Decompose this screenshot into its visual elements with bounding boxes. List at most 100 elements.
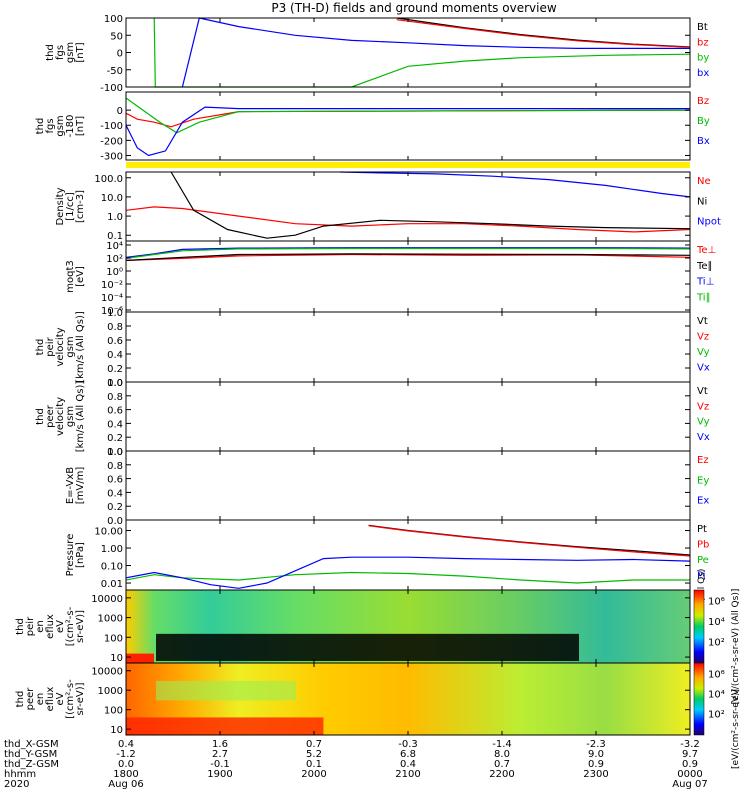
legend-Pe: Pe <box>697 555 709 566</box>
x-row-value: 0.4 <box>400 759 416 770</box>
y-axis-label: [1/cc] <box>65 192 76 221</box>
y-tick-label: -50 <box>107 66 123 77</box>
colorbar-tick: 10⁶ <box>708 669 725 680</box>
x-row-value: 0000 <box>677 769 702 780</box>
x-row-value: 1900 <box>207 769 232 780</box>
y-tick-label: 10000 <box>91 667 123 678</box>
y-tick-label: 1.0 <box>107 308 123 319</box>
x-row-value: 1800 <box>113 769 138 780</box>
y-tick-label: -200 <box>100 136 123 147</box>
colorbar-label: [eV/(cm²-s-sr-eV) (All Qs)] <box>731 589 741 705</box>
y-axis-label: thd <box>15 691 26 708</box>
y-tick-label: 10 <box>110 725 123 736</box>
x-row-value: -3.2 <box>680 739 700 750</box>
y-tick-label: 100 <box>104 633 123 644</box>
y-tick-label: 1.0 <box>107 447 123 458</box>
legend-Vz: Vz <box>697 401 709 412</box>
panel-frame <box>125 240 691 313</box>
y-axis-label: fgs <box>55 45 66 60</box>
x-row-value: 9.7 <box>682 749 698 760</box>
x-row-value: 2000 <box>301 769 326 780</box>
colorbar-label: [eV/(cm²-s-sr-eV)] <box>731 689 741 769</box>
y-tick-label: 10.0 <box>101 193 123 204</box>
low-count-region <box>156 633 579 661</box>
y-axis-label: [mV/m] <box>75 467 86 505</box>
y-axis-label: gsm <box>55 115 66 136</box>
panel-frame <box>125 450 691 521</box>
y-tick-label: 0.0 <box>107 447 123 458</box>
colorbar-bar <box>693 662 705 736</box>
y-tick-label: -100 <box>100 121 123 132</box>
series-by <box>153 17 691 88</box>
y-tick-label: 0.8 <box>107 322 123 333</box>
legend-Ti∥: Ti∥ <box>696 292 711 303</box>
y-axis-label: en <box>35 693 46 706</box>
series-bz <box>396 19 691 48</box>
y-axis-label: eflux <box>45 687 56 712</box>
y-tick-label: 1.00 <box>101 544 123 555</box>
colorbar-tick: 10² <box>708 637 725 648</box>
y-tick-label: 0.2 <box>107 502 123 513</box>
y-axis-label: gsm <box>65 406 76 427</box>
y-tick-label: 100 <box>104 706 123 717</box>
x-row-value: 2.7 <box>212 749 228 760</box>
y-tick-label: 10.00 <box>94 527 123 538</box>
y-tick-label: 0.8 <box>107 461 123 472</box>
colorbar-bar <box>693 589 705 664</box>
y-tick-label: 10 <box>110 653 123 664</box>
y-tick-label: 0.1 <box>107 231 123 242</box>
legend-bx: bx <box>697 68 709 79</box>
legend-Ni: Ni <box>697 196 707 207</box>
x-row-label: hhmm <box>4 769 36 780</box>
year-label: 2020 <box>4 779 29 790</box>
legend-Vx: Vx <box>697 432 710 443</box>
y-axis-label: gsm <box>65 42 76 63</box>
colorbar-tick: 10² <box>708 710 725 721</box>
y-axis-label: Density <box>55 187 66 225</box>
y-tick-label: 0.8 <box>107 392 123 403</box>
y-tick-label: 1000 <box>98 614 123 625</box>
legend-Ex: Ex <box>697 496 709 507</box>
y-tick-label: 0.2 <box>107 433 123 444</box>
series-Pe <box>125 571 690 584</box>
y-axis-label: thd <box>15 618 26 635</box>
legend-Vt: Vt <box>697 386 708 397</box>
flux-blob <box>156 680 296 701</box>
legend-Bz: Bz <box>697 96 709 107</box>
y-axis-label: [nT] <box>75 42 86 62</box>
y-axis-label: eV <box>55 620 66 633</box>
legend-Npot: Npot <box>697 217 721 228</box>
y-tick-label: 0 <box>117 106 123 117</box>
start-date: Aug 06 <box>108 779 143 790</box>
panel-fgs_gsm_dc: Bz By Bx 0 -100 -200 -300 thd fgs gsm -180 [nT] <box>35 91 710 162</box>
x-row-value: 2200 <box>489 769 514 780</box>
y-axis-label: [nT] <box>75 116 86 136</box>
y-axis-label: peer <box>25 687 36 711</box>
panel-peer_velocity: Vt Vz Vy Vx 1.0 0.8 0.6 0.4 0.2 0.0 thd peer velocit… <box>35 378 710 458</box>
figure-title: P3 (TH-D) fields and ground moments over… <box>271 1 556 15</box>
y-tick-label: 1.0 <box>107 378 123 389</box>
y-axis-label: gsm <box>65 336 76 357</box>
y-axis-label: thd <box>35 408 46 425</box>
units-note: (All Qs) <box>697 569 707 602</box>
x-row-value: 1.6 <box>212 739 228 750</box>
legend-Ne: Ne <box>697 176 711 187</box>
y-axis-label: [eV] <box>75 266 86 287</box>
y-tick-label: 10⁻⁶ <box>101 306 123 317</box>
series-Bx <box>125 106 690 157</box>
x-row-value: -2.3 <box>586 739 606 750</box>
y-axis-label: [(cm²-s- <box>65 606 76 646</box>
x-row-value: 2300 <box>583 769 608 780</box>
series-Pt <box>368 524 691 556</box>
x-axis-labels: thd_X-GSM 0.4 1.6 0.7 -0.3 -1.4 -2.3 -3.2 thd_Y-… <box>4 739 708 790</box>
legend-Pb: Pb <box>697 540 709 551</box>
y-axis-label: E=-VxB <box>65 467 76 504</box>
y-tick-label: 0.6 <box>107 406 123 417</box>
x-row-value: -0.3 <box>398 739 418 750</box>
y-tick-label: 1.0 <box>107 212 123 223</box>
y-tick-label: 10⁻² <box>101 280 123 291</box>
x-row-value: 2100 <box>395 769 420 780</box>
y-tick-label: 10⁴ <box>106 241 123 252</box>
y-axis-label: fgs <box>45 118 56 133</box>
y-axis-label: eflux <box>45 614 56 639</box>
